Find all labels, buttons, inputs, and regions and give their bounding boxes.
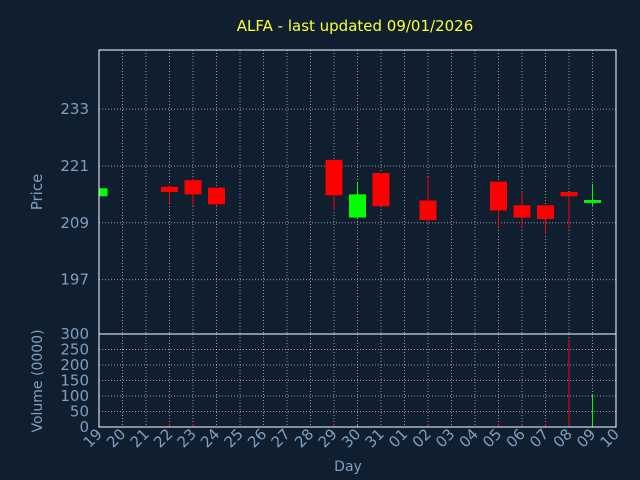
volume-bar: [568, 338, 570, 427]
x-tick-label: 10: [597, 425, 623, 451]
candle-body: [490, 181, 507, 211]
x-axis-label: Day: [334, 459, 362, 475]
volume-bar: [192, 423, 194, 427]
x-tick-label: 31: [362, 425, 388, 451]
price-axis-label: Price: [28, 174, 46, 211]
x-tick-label: 07: [526, 425, 552, 451]
candle-body: [208, 187, 225, 205]
x-tick-label: 09: [573, 425, 599, 451]
price-panel: 233 221 209 197: [60, 49, 617, 335]
volume-bar: [498, 423, 499, 427]
volume-tick-label: 200: [60, 356, 89, 374]
x-tick-label: 27: [268, 425, 294, 451]
volume-tick-label: 250: [60, 341, 89, 359]
volume-tick-label: 0: [79, 418, 89, 436]
candle-body: [584, 200, 601, 203]
x-tick-label: 23: [174, 425, 200, 451]
candle-body: [325, 159, 343, 196]
price-tick-label: 197: [60, 271, 89, 289]
candle-body: [537, 205, 554, 219]
volume-bar: [521, 424, 523, 427]
volume-panel-frame: [98, 333, 617, 428]
candle-body: [419, 200, 437, 220]
x-tick-label: 20: [103, 425, 129, 451]
x-tick-label: 22: [150, 425, 176, 451]
x-tick-label: 02: [409, 425, 435, 451]
candle-body: [99, 188, 108, 197]
x-tick-label: 28: [291, 425, 317, 451]
x-tick-label: 01: [385, 425, 411, 451]
chart-title: ALFA - last updated 09/01/2026: [237, 17, 474, 35]
x-tick-label: 05: [479, 425, 505, 451]
volume-tick-label: 50: [70, 403, 89, 421]
candle-body: [513, 205, 531, 218]
volume-bar: [592, 394, 593, 427]
x-tick-label: 25: [221, 425, 247, 451]
candle-body: [560, 192, 578, 197]
x-tick-label: 26: [244, 425, 270, 451]
x-tick-label: 06: [503, 425, 529, 451]
volume-tick-label: 300: [60, 325, 89, 343]
volume-bar: [357, 425, 358, 427]
x-tick-label: 21: [127, 425, 153, 451]
price-tick-label: 209: [60, 214, 89, 232]
volume-tick-label: 150: [60, 372, 89, 390]
price-tick-label: 221: [60, 157, 89, 175]
x-tick-label: 24: [197, 425, 223, 451]
volume-bar: [333, 424, 335, 427]
candle-body: [161, 186, 178, 192]
x-tick-label: 29: [315, 425, 341, 451]
x-tick-label: 04: [456, 425, 482, 451]
x-tick-label: 08: [550, 425, 576, 451]
volume-bar: [169, 423, 170, 427]
volume-tick-label: 100: [60, 387, 89, 405]
price-tick-label: 233: [60, 100, 89, 118]
candle-body: [184, 180, 202, 195]
x-tick-label: 30: [338, 425, 364, 451]
volume-bar: [427, 424, 429, 427]
candle-body: [349, 194, 366, 218]
x-tick-label: 03: [432, 425, 458, 451]
volume-bar: [545, 423, 546, 427]
candle-body: [372, 173, 390, 207]
x-axis-ticks: 1920212223242526272829303101020304050607…: [80, 425, 623, 451]
volume-axis-label: Volume (0000): [30, 329, 46, 432]
